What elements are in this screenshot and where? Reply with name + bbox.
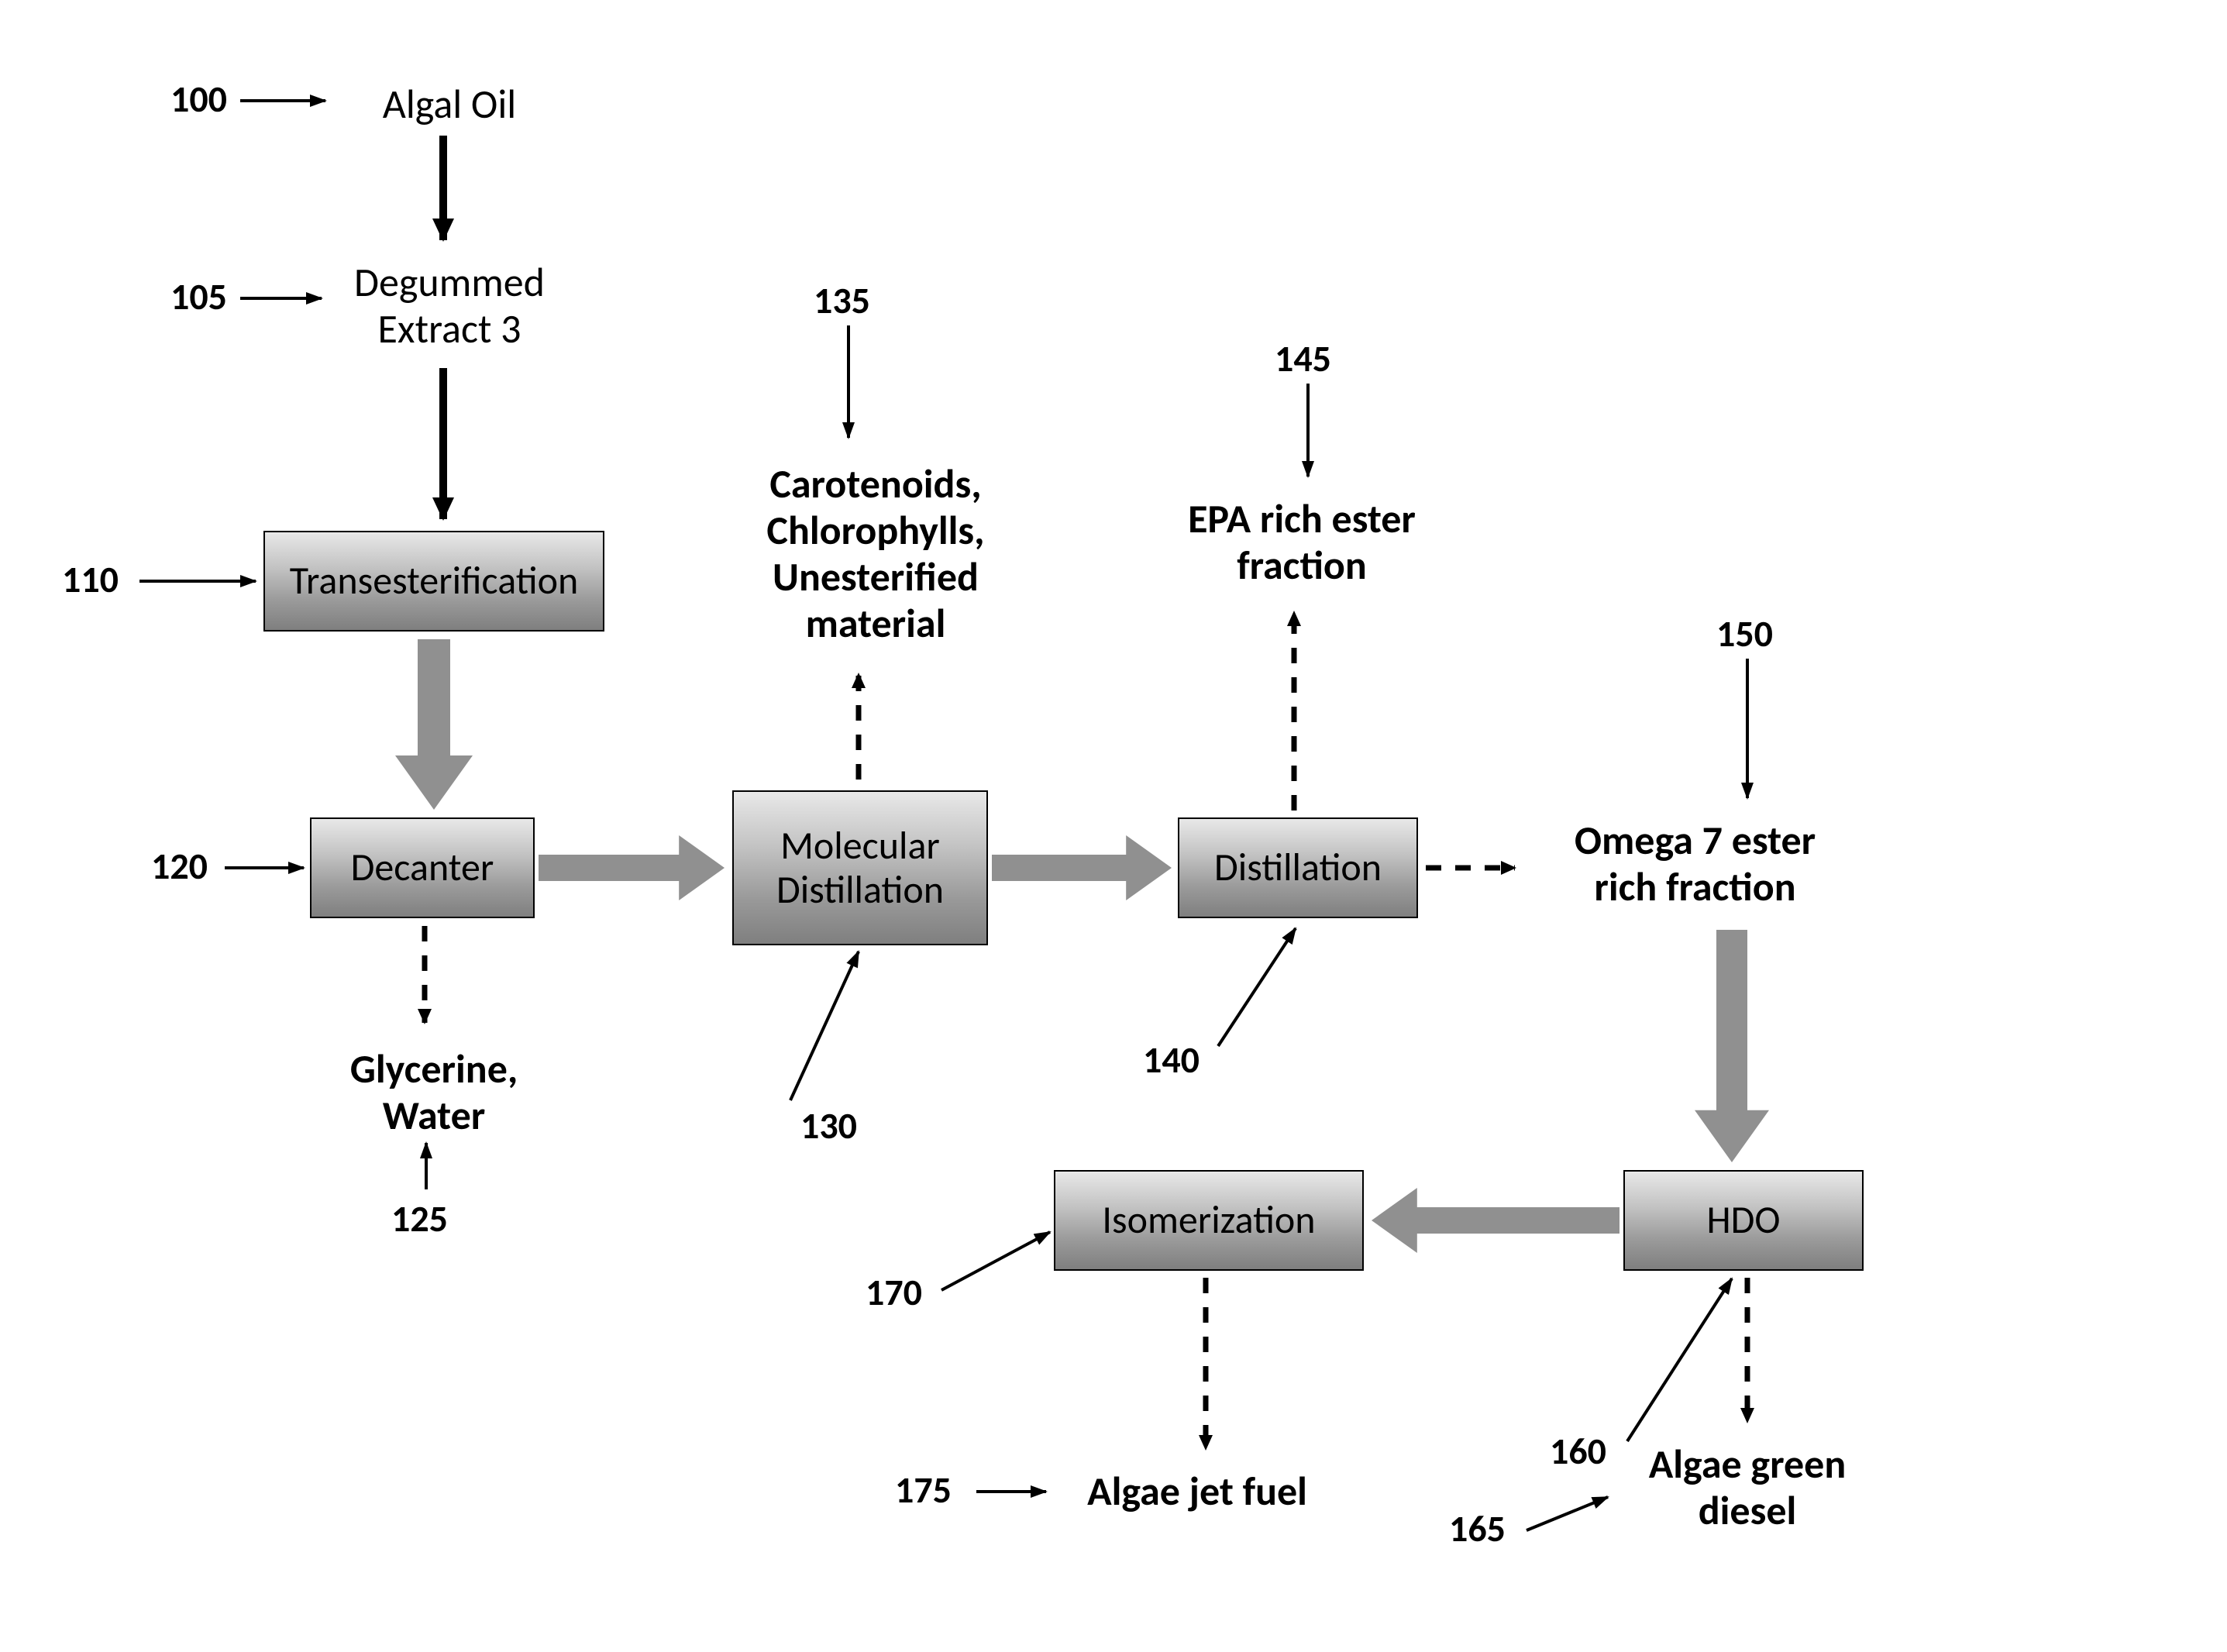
refnum-130: 130 xyxy=(800,1104,857,1147)
process-hdo: HDO xyxy=(1623,1170,1864,1271)
label-degummed: Degummed Extract 3 xyxy=(325,252,573,360)
refarrow-165 xyxy=(1527,1497,1608,1530)
process-label: HDO xyxy=(1706,1198,1780,1243)
process-isomerization: Isomerization xyxy=(1054,1170,1364,1271)
refarrow-140 xyxy=(1218,928,1296,1046)
label-algae_jet: Algae jet fuel xyxy=(1054,1461,1341,1523)
refarrow-160 xyxy=(1627,1279,1732,1441)
refnum-145: 145 xyxy=(1275,337,1331,380)
bigarrow-omega_to_hdo xyxy=(1695,930,1769,1162)
label-algal_oil: Algal Oil xyxy=(341,74,558,136)
refnum-160: 160 xyxy=(1550,1430,1606,1472)
process-label: Molecular Distillation xyxy=(776,824,944,913)
process-distillation: Distillation xyxy=(1178,817,1418,918)
refnum-135: 135 xyxy=(814,279,870,322)
refnum-100: 100 xyxy=(170,77,227,120)
bigarrow-hdo_to_iso xyxy=(1372,1188,1619,1253)
refnum-150: 150 xyxy=(1716,612,1773,655)
bigarrow-decant_to_mol xyxy=(539,835,725,900)
process-label: Transesterification xyxy=(290,559,579,604)
process-label: Isomerization xyxy=(1102,1198,1315,1243)
refnum-165: 165 xyxy=(1449,1507,1506,1550)
label-glycerine: Glycerine, Water xyxy=(325,1034,542,1151)
refarrow-170 xyxy=(941,1232,1050,1290)
refnum-110: 110 xyxy=(62,558,119,601)
label-omega7: Omega 7 ester rich fraction xyxy=(1523,806,1867,922)
refnum-125: 125 xyxy=(391,1197,448,1240)
diagram-canvas: Transesterification Decanter Molecular Dis… xyxy=(0,0,2227,1652)
process-molecular: Molecular Distillation xyxy=(732,790,988,945)
label-carotenoids: Carotenoids, Chlorophylls, Unesterified … xyxy=(728,446,1023,663)
refnum-175: 175 xyxy=(895,1468,952,1511)
process-transesterification: Transesterification xyxy=(263,531,604,632)
process-decanter: Decanter xyxy=(310,817,535,918)
label-algae_diesel: Algae green diesel xyxy=(1616,1430,1879,1546)
label-epa_fraction: EPA rich ester fraction xyxy=(1155,484,1449,601)
refarrow-130 xyxy=(790,952,859,1100)
process-label: Distillation xyxy=(1214,845,1382,890)
refnum-170: 170 xyxy=(866,1271,922,1313)
refnum-105: 105 xyxy=(170,275,227,318)
process-label: Decanter xyxy=(351,845,494,890)
bigarrow-trans_to_decanter xyxy=(395,639,473,810)
refnum-140: 140 xyxy=(1143,1038,1200,1081)
refnum-120: 120 xyxy=(151,845,208,887)
bigarrow-mol_to_dist xyxy=(992,835,1172,900)
